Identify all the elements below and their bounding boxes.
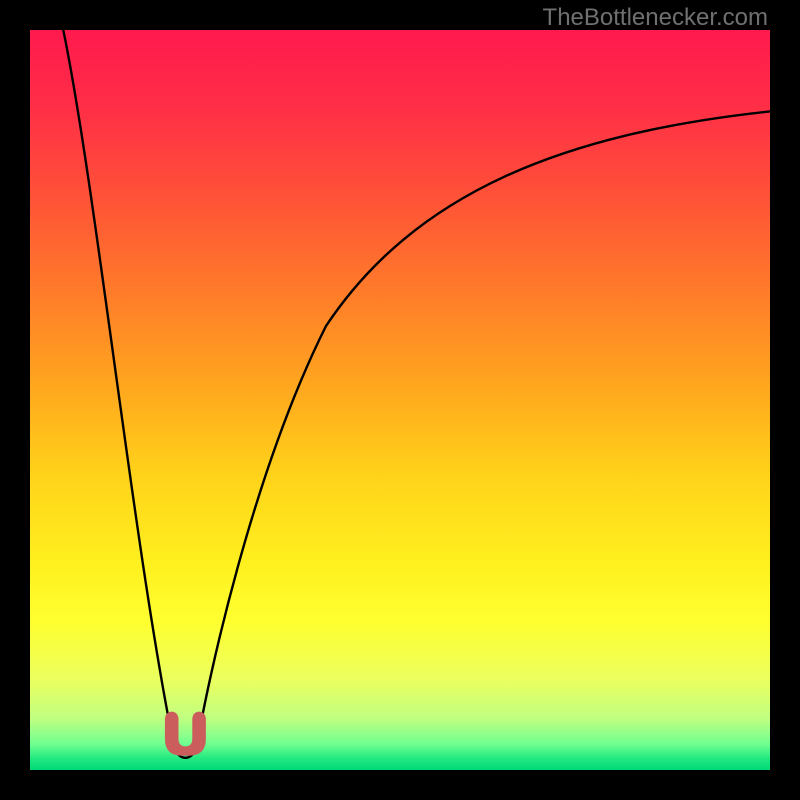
- chart-overlay: [30, 30, 770, 770]
- chart-frame: TheBottlenecker.com: [0, 0, 800, 800]
- plot-area: [30, 30, 770, 770]
- bottleneck-curve: [63, 30, 770, 758]
- valley-marker-cap-left: [165, 712, 178, 725]
- watermark-text: TheBottlenecker.com: [543, 4, 768, 32]
- valley-marker-cap-right: [192, 712, 205, 725]
